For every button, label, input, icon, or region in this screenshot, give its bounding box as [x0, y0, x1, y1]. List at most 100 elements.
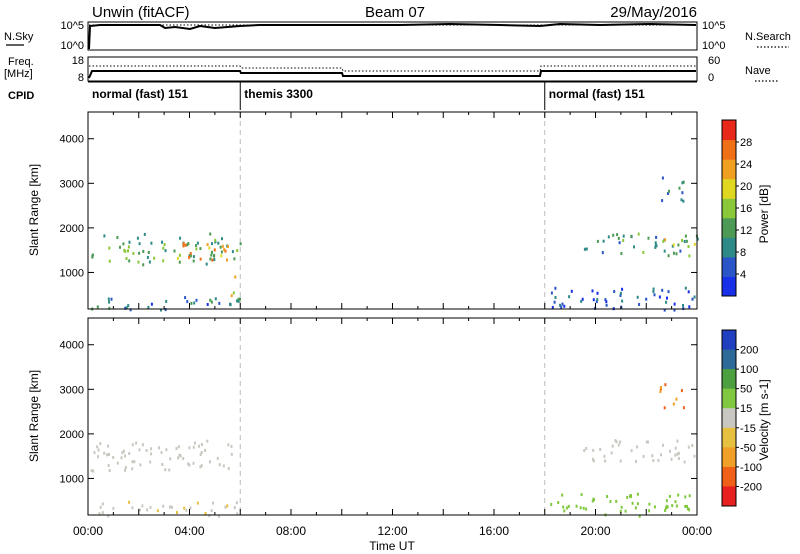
- echo-cell: [677, 451, 680, 455]
- echo-cell: [209, 298, 212, 302]
- echo-cell: [110, 297, 113, 301]
- echo-cell: [636, 445, 639, 449]
- echo-cell: [150, 447, 153, 451]
- echo-cell: [211, 258, 214, 262]
- echo-cell: [562, 505, 565, 509]
- echo-cell: [156, 509, 159, 513]
- echo-cell: [108, 300, 111, 304]
- echo-cell: [234, 275, 237, 279]
- echo-cell: [592, 457, 594, 461]
- echo-cell: [691, 444, 694, 447]
- echo-cell: [173, 249, 176, 253]
- echo-cell: [227, 467, 230, 471]
- echo-cell: [599, 447, 602, 451]
- echo-cell: [583, 449, 586, 453]
- echo-cell: [691, 297, 694, 301]
- echo-cell: [98, 512, 101, 516]
- echo-cell: [210, 509, 213, 513]
- echo-cell: [224, 249, 227, 253]
- echo-cell: [103, 451, 106, 455]
- echo-cell: [116, 236, 119, 239]
- echo-cell: [614, 439, 617, 443]
- echo-cell: [158, 446, 160, 450]
- echo-cell: [186, 300, 189, 304]
- echo-cell: [192, 259, 195, 263]
- echo-cell: [606, 495, 609, 498]
- echo-cell: [661, 199, 664, 203]
- echo-cell: [138, 251, 141, 255]
- echo-cell: [230, 452, 233, 456]
- echo-cell: [214, 297, 217, 301]
- echo-cell: [672, 243, 675, 247]
- echo-cell: [124, 454, 126, 458]
- echo-cell: [673, 302, 676, 306]
- echo-cell: [162, 259, 165, 263]
- colorbar-segment: [722, 120, 736, 141]
- echo-cell: [210, 253, 213, 257]
- echo-cell: [209, 257, 212, 261]
- echo-cell: [612, 233, 615, 237]
- echo-cell: [629, 494, 631, 498]
- echo-cell: [633, 245, 635, 249]
- echo-cell: [696, 237, 699, 241]
- nsearch-label: N.Search: [745, 31, 791, 43]
- echo-cell: [686, 504, 688, 508]
- echo-cell: [675, 504, 678, 508]
- echo-cell: [657, 458, 660, 462]
- echo-cell: [127, 245, 130, 249]
- colorbar-segment: [722, 447, 736, 468]
- echo-cell: [605, 300, 608, 304]
- echo-cell: [133, 460, 136, 464]
- echo-cell: [195, 247, 198, 251]
- x-tick-label: 16:00: [479, 524, 509, 538]
- y-tick-label: 4000: [60, 134, 84, 146]
- echo-cell: [236, 512, 239, 516]
- freq-tick-bottom: 8: [78, 72, 84, 84]
- nsky-tick-top: 10^5: [60, 20, 84, 32]
- colorbar-segment: [722, 198, 736, 219]
- echo-cell: [161, 463, 164, 466]
- nsky-panel: N.Sky 10^5 10^0 10^5 10^0 N.Search: [4, 20, 791, 52]
- echo-cell: [107, 444, 110, 448]
- echo-cell: [199, 465, 202, 469]
- echo-cell: [664, 509, 667, 512]
- echo-cell: [239, 242, 242, 246]
- y-tick-label: 2000: [60, 429, 84, 441]
- echo-cell: [127, 249, 129, 253]
- echo-cell: [220, 254, 223, 258]
- echo-cell: [149, 505, 152, 509]
- nsky-tick-bottom: 10^0: [60, 40, 84, 52]
- echo-cell: [638, 514, 641, 518]
- echo-cell: [179, 454, 182, 458]
- echo-cell: [676, 439, 679, 443]
- echo-cell: [214, 240, 217, 244]
- echo-cell: [677, 243, 680, 247]
- echo-cell: [675, 252, 678, 256]
- echo-cell: [179, 236, 182, 240]
- echo-cell: [679, 249, 682, 253]
- echo-cell: [150, 241, 153, 245]
- colorbar-tick-label: 16: [740, 203, 752, 215]
- colorbar-tick-label: -50: [740, 442, 756, 454]
- echo-cell: [642, 251, 645, 254]
- echo-cell: [206, 303, 209, 306]
- echo-cell: [665, 506, 667, 510]
- colorbar-segment: [722, 427, 736, 448]
- echo-cell: [160, 451, 163, 455]
- echo-cell: [188, 254, 191, 257]
- echo-cell: [138, 448, 141, 452]
- echo-cell: [659, 390, 662, 393]
- colorbar-segment: [722, 237, 736, 258]
- echo-cell: [619, 459, 622, 463]
- y-tick-label: 3000: [60, 384, 84, 396]
- colorbar-tick-label: 24: [740, 159, 752, 171]
- echo-cell: [677, 493, 680, 497]
- y-tick-label: 1000: [60, 267, 84, 279]
- beam-title: Beam 07: [365, 4, 425, 21]
- echo-cell: [101, 502, 104, 506]
- echo-cell: [655, 235, 658, 239]
- echo-cell: [187, 462, 190, 466]
- echo-cell: [647, 440, 649, 444]
- echo-cell: [681, 181, 684, 185]
- echo-cell: [141, 504, 144, 508]
